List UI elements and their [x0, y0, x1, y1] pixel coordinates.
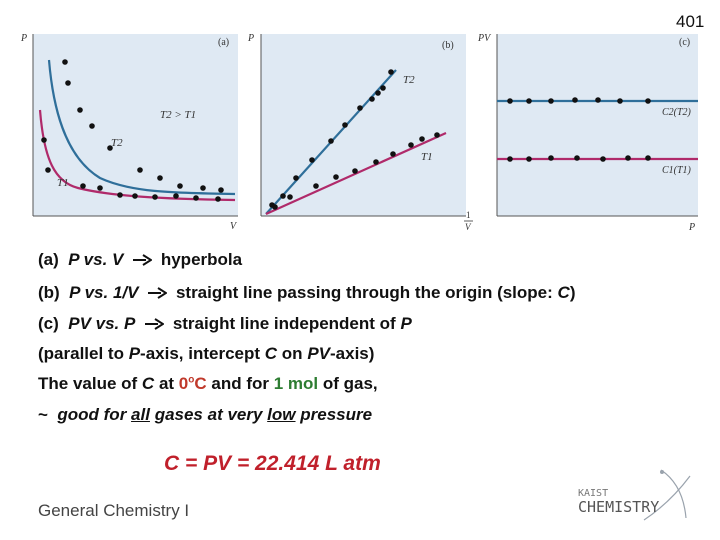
- panel-c-tag: (c): [679, 37, 690, 48]
- panel-b-y-label: P: [247, 33, 254, 44]
- line-d-mid: -axis, intercept: [140, 344, 261, 363]
- logo-dot: [660, 470, 664, 474]
- line-d-c-symbol: C: [264, 344, 278, 363]
- panel-b-x-label-num: 1: [466, 210, 471, 220]
- line-e-pre: The value of: [38, 374, 138, 393]
- panel-c: PV P (c) C2(T2) C1(T1): [477, 33, 698, 233]
- panel-b-background: [261, 34, 466, 216]
- panel-b-t1-label: T1: [421, 151, 433, 163]
- line-f-tilde: ~: [38, 405, 48, 424]
- line-c-result: straight line independent of: [172, 314, 396, 333]
- line-f-low: low: [267, 405, 296, 424]
- line-b: (b) P vs. 1/V straight line passing thro…: [38, 283, 575, 303]
- logo-arc: [660, 469, 687, 519]
- line-f-all: all: [131, 405, 150, 424]
- line-b-variables: P vs. 1/V: [69, 283, 139, 302]
- line-c-p-symbol: P: [400, 314, 412, 333]
- logo-kaist: KAIST: [578, 488, 608, 499]
- panel-a-t2-curve: [47, 59, 236, 196]
- panel-a-t1-curve: [38, 109, 236, 202]
- temperature-value: 0: [178, 374, 189, 393]
- panel-b-data-points: [269, 69, 440, 210]
- arrow-right-icon: [145, 318, 165, 330]
- arrow-right-icon: [148, 287, 168, 299]
- line-f-mid: gases at very: [154, 405, 263, 424]
- panel-b-x-label-den: V: [465, 222, 472, 232]
- panel-b-t2-label: T2: [403, 74, 415, 86]
- line-b-prefix: (b): [38, 283, 60, 302]
- line-e-c-symbol: C: [141, 374, 155, 393]
- line-f-good: good for: [57, 405, 127, 424]
- panel-a-y-label: P: [20, 33, 27, 44]
- panel-c-y-label: PV: [477, 33, 492, 44]
- page-number: 401: [676, 12, 705, 31]
- line-c-prefix: (c): [38, 314, 59, 333]
- panel-a-data-points: [41, 59, 224, 202]
- arrow-right-icon: [133, 254, 153, 266]
- panel-c-background: [497, 34, 698, 216]
- kaist-chemistry-logo: KAIST CHEMISTRY: [578, 469, 691, 521]
- panel-b: P 1 V (b) T2 T1: [247, 33, 473, 232]
- panel-a-t1-label: T1: [57, 177, 69, 189]
- course-footer: General Chemistry I: [38, 501, 190, 520]
- line-a: (a) P vs. V hyperbola: [38, 250, 242, 270]
- line-d-close: -axis): [330, 344, 375, 363]
- line-c: (c) PV vs. P straight line independent o…: [38, 314, 412, 334]
- panel-c-x-label: P: [688, 222, 695, 233]
- panel-a-t2-label: T2: [111, 137, 123, 149]
- line-b-close: ): [569, 283, 576, 302]
- logo-chemistry: CHEMISTRY: [578, 498, 659, 516]
- line-a-result: hyperbola: [160, 250, 243, 269]
- line-f: ~ good for all gases at very low pressur…: [38, 405, 372, 425]
- panel-b-tag: (b): [442, 40, 454, 51]
- line-d-pv-symbol: PV: [307, 344, 330, 363]
- line-e-mol: 1 mol: [273, 374, 319, 393]
- line-d: (parallel to P-axis, intercept C on PV-a…: [38, 344, 374, 364]
- line-e-post: of gas,: [322, 374, 378, 393]
- line-e-and: and for: [211, 374, 269, 393]
- line-a-prefix: (a): [38, 250, 59, 269]
- line-b-result: straight line passing through the origin…: [175, 283, 553, 302]
- line-d-open: (parallel to: [38, 344, 124, 363]
- line-c-variables: PV vs. P: [68, 314, 136, 333]
- line-f-pressure: pressure: [300, 405, 373, 424]
- celsius-unit: C: [194, 374, 207, 393]
- panel-c-data-points: [507, 97, 651, 162]
- gas-law-figure: P V (a) T2 T1 T2 > T1 P 1 V (b): [20, 33, 698, 233]
- line-e: The value of C at 0oC and for 1 mol of g…: [38, 374, 378, 394]
- panel-a-x-label: V: [230, 221, 238, 232]
- logo-arc-2: [643, 475, 691, 521]
- line-b-slope-symbol: C: [557, 283, 570, 302]
- line-d-on: on: [281, 344, 303, 363]
- line-e-temperature: 0oC: [179, 374, 207, 393]
- panel-c-c1-label: C1(T1): [662, 165, 692, 176]
- panel-a-relation: T2 > T1: [160, 109, 196, 121]
- equation: C = PV = 22.414 L atm: [164, 452, 381, 475]
- panel-c-c2-label: C2(T2): [662, 107, 692, 118]
- line-a-variables: P vs. V: [68, 250, 124, 269]
- line-e-at: at: [158, 374, 175, 393]
- panel-a: P V (a) T2 T1 T2 > T1: [20, 33, 238, 232]
- line-d-p-symbol: P: [128, 344, 141, 363]
- panel-a-tag: (a): [218, 37, 229, 48]
- degree-mark: o: [188, 374, 195, 386]
